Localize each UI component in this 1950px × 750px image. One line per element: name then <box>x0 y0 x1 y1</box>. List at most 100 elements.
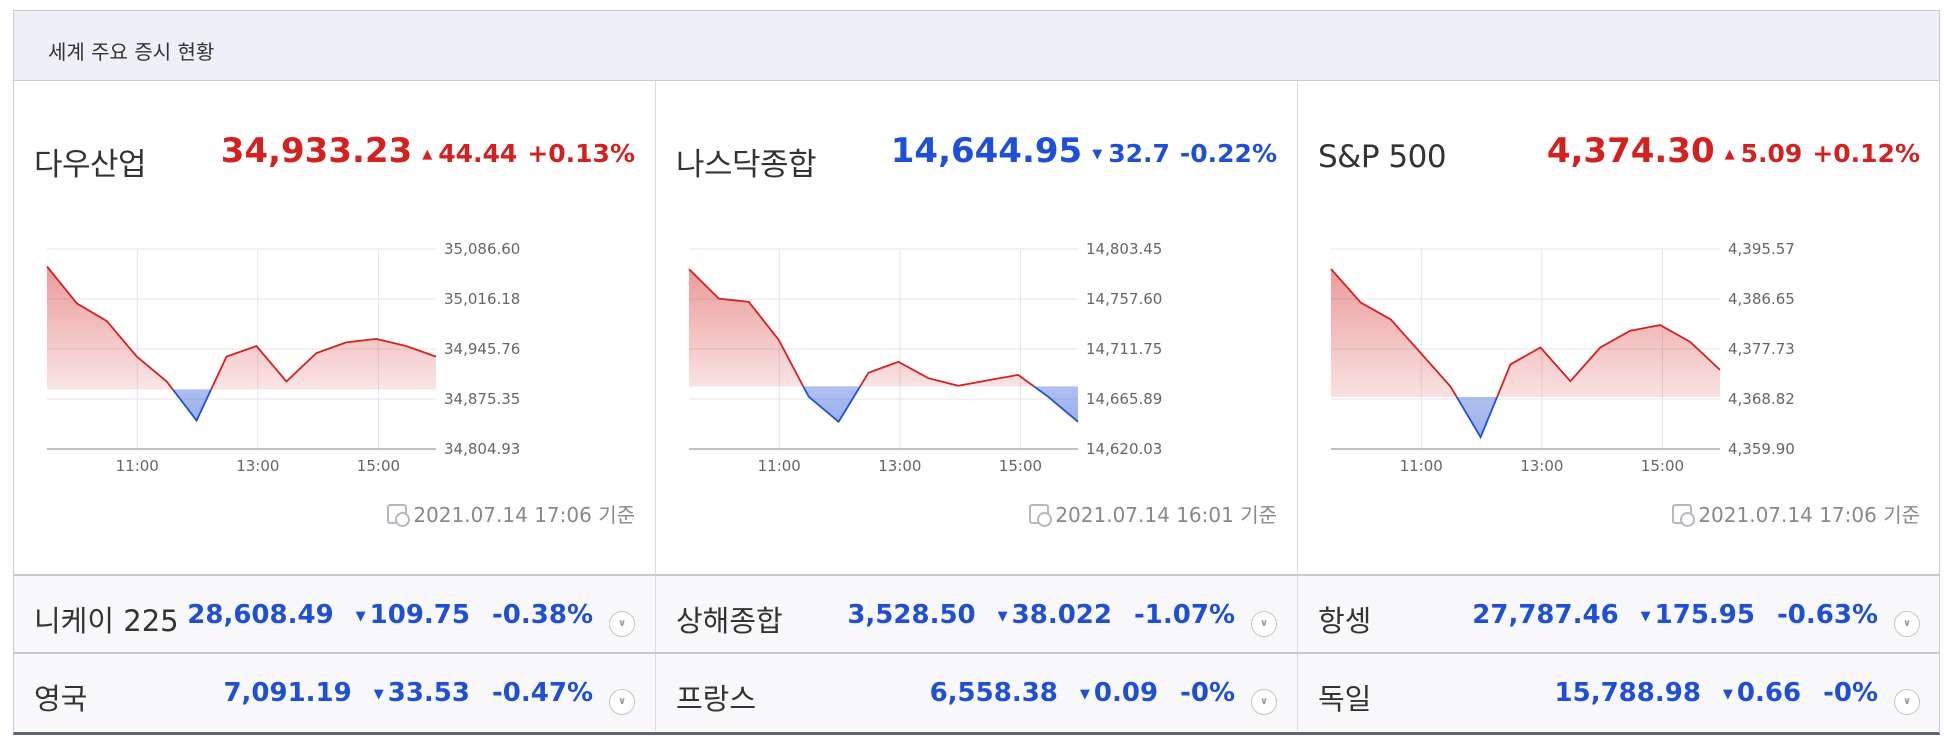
down-arrow-icon: ▼ <box>1722 687 1733 702</box>
market-percent: -0.38% <box>492 600 593 630</box>
up-arrow-icon: ▲ <box>1724 147 1735 162</box>
chevron-down-icon[interactable]: ∨ <box>609 688 635 715</box>
index-quote: 14,644.95 ▼ 32.7 -0.22% <box>891 131 1277 171</box>
market-percent: -0.47% <box>492 678 593 708</box>
timestamp-text: 2021.07.14 16:01 기준 <box>1055 503 1277 527</box>
x-tick-label: 11:00 <box>116 457 159 475</box>
index-change-group: ▲ 44.44 <box>422 139 517 168</box>
chevron-down-icon[interactable]: ∨ <box>1894 688 1920 715</box>
x-tick-label: 15:00 <box>1641 457 1684 475</box>
market-name: 영국 <box>34 682 88 716</box>
index-change: 5.09 <box>1740 139 1803 168</box>
market-item-france[interactable]: 프랑스 6,558.38 ▼ 0.09 -0% ∨ <box>656 654 1298 731</box>
index-quote: 34,933.23 ▲ 44.44 +0.13% <box>221 131 635 171</box>
x-tick-label: 13:00 <box>236 457 279 475</box>
market-name: 독일 <box>1318 682 1372 716</box>
index-name: 다우산업 <box>34 147 147 183</box>
y-tick-label: 34,875.35 <box>444 390 520 408</box>
index-chart-sp500[interactable]: 4,395.57 4,386.65 4,377.73 4,368.82 4,359.90… <box>1298 196 1940 496</box>
index-quote: 4,374.30 ▲ 5.09 +0.12% <box>1547 131 1920 171</box>
market-value: 27,787.46 <box>1472 600 1619 630</box>
y-tick-label: 14,620.03 <box>1086 440 1162 458</box>
market-name: 상해종합 <box>676 604 783 638</box>
market-row: 영국 7,091.19 ▼ 33.53 -0.47% ∨ 프랑스 6,558.3… <box>14 652 1939 731</box>
market-item-nikkei[interactable]: 니케이 225 28,608.49 ▼ 109.75 -0.38% ∨ <box>14 576 656 652</box>
y-tick-label: 35,086.60 <box>444 240 520 258</box>
index-change-group: ▲ 5.09 <box>1725 139 1803 168</box>
index-chart-dow[interactable]: 35,086.60 35,016.18 34,945.76 34,875.35 34,8… <box>14 196 656 496</box>
area-above-baseline <box>1331 269 1720 397</box>
market-item-uk[interactable]: 영국 7,091.19 ▼ 33.53 -0.47% ∨ <box>14 654 656 731</box>
index-percent: -0.22% <box>1179 139 1277 168</box>
market-change: 38.022 <box>1011 600 1112 630</box>
y-tick-label: 14,711.75 <box>1086 340 1162 358</box>
up-arrow-icon: ▲ <box>422 147 433 162</box>
market-row: 니케이 225 28,608.49 ▼ 109.75 -0.38% ∨ 상해종합… <box>14 574 1939 652</box>
market-value: 15,788.98 <box>1554 678 1701 708</box>
y-tick-label: 14,665.89 <box>1086 390 1162 408</box>
index-percent: +0.13% <box>527 139 635 168</box>
area-below-baseline <box>803 386 1078 422</box>
x-tick-label: 11:00 <box>758 457 801 475</box>
x-tick-label: 11:00 <box>1400 457 1443 475</box>
market-quote: 15,788.98 ▼ 0.66 -0% ∨ <box>1554 678 1920 715</box>
market-change: 109.75 <box>369 600 470 630</box>
calendar-clock-icon <box>1029 503 1053 527</box>
area-above-baseline <box>47 266 436 390</box>
index-panel-sp500[interactable]: S&P 500 4,374.30 ▲ 5.09 +0.12% 4,395.57 4… <box>1298 81 1940 574</box>
calendar-clock-icon <box>1672 503 1696 527</box>
market-item-germany[interactable]: 독일 15,788.98 ▼ 0.66 -0% ∨ <box>1298 654 1940 731</box>
y-tick-label: 34,804.93 <box>444 440 520 458</box>
down-arrow-icon: ▼ <box>1092 147 1103 162</box>
index-change: 32.7 <box>1108 139 1170 168</box>
x-tick-label: 15:00 <box>999 457 1042 475</box>
index-change: 44.44 <box>438 139 518 168</box>
widget-header: 세계 주요 증시 현황 <box>14 11 1939 81</box>
market-name: 항셍 <box>1318 604 1372 638</box>
index-value: 14,644.95 <box>890 131 1083 171</box>
x-tick-label: 13:00 <box>1520 457 1563 475</box>
index-chart-nasdaq[interactable]: 14,803.45 14,757.60 14,711.75 14,665.89 14,6… <box>656 196 1298 496</box>
chevron-down-icon[interactable]: ∨ <box>1251 610 1277 637</box>
market-quote: 6,558.38 ▼ 0.09 -0% ∨ <box>930 678 1277 715</box>
y-tick-label: 34,945.76 <box>444 340 520 358</box>
timestamp-text: 2021.07.14 17:06 기준 <box>413 503 635 527</box>
chevron-down-icon[interactable]: ∨ <box>1251 688 1277 715</box>
market-value: 7,091.19 <box>223 678 352 708</box>
index-value: 4,374.30 <box>1546 131 1715 171</box>
index-value: 34,933.23 <box>220 131 413 171</box>
index-panel-dow[interactable]: 다우산업 34,933.23 ▲ 44.44 +0.13% 35,086.60 3… <box>14 81 656 574</box>
down-arrow-icon: ▼ <box>997 609 1008 624</box>
y-tick-label: 35,016.18 <box>444 290 520 308</box>
world-markets-widget: 세계 주요 증시 현황 다우산업 34,933.23 ▲ 44.44 +0.13… <box>13 10 1940 735</box>
market-percent: -0% <box>1823 678 1878 708</box>
chevron-down-icon[interactable]: ∨ <box>1894 610 1920 637</box>
chevron-down-icon[interactable]: ∨ <box>609 610 635 637</box>
market-percent: -1.07% <box>1134 600 1235 630</box>
market-item-hangseng[interactable]: 항셍 27,787.46 ▼ 175.95 -0.63% ∨ <box>1298 576 1940 652</box>
timestamp: 2021.07.14 17:06 기준 <box>1672 499 1920 528</box>
market-name: 니케이 225 <box>34 604 179 638</box>
price-line-up <box>1330 268 1721 397</box>
index-panel-nasdaq[interactable]: 나스닥종합 14,644.95 ▼ 32.7 -0.22% 14,803.45 1… <box>656 81 1298 574</box>
index-name: S&P 500 <box>1318 139 1447 175</box>
y-tick-label: 4,386.65 <box>1728 290 1795 308</box>
area-above-baseline <box>689 269 1078 387</box>
market-item-shanghai[interactable]: 상해종합 3,528.50 ▼ 38.022 -1.07% ∨ <box>656 576 1298 652</box>
price-line-up <box>688 268 1036 387</box>
market-change: 175.95 <box>1654 600 1755 630</box>
area-below-baseline <box>172 389 212 421</box>
market-change: 0.09 <box>1093 678 1159 708</box>
market-change: 0.66 <box>1736 678 1802 708</box>
price-line-up <box>46 265 437 390</box>
down-arrow-icon: ▼ <box>1640 609 1651 624</box>
market-percent: -0.63% <box>1777 600 1878 630</box>
y-tick-label: 14,803.45 <box>1086 240 1162 258</box>
y-tick-label: 4,395.57 <box>1728 240 1795 258</box>
index-name: 나스닥종합 <box>676 147 817 183</box>
market-value: 3,528.50 <box>847 600 976 630</box>
calendar-clock-icon <box>387 503 411 527</box>
widget-title: 세계 주요 증시 현황 <box>48 40 215 64</box>
market-quote: 3,528.50 ▼ 38.022 -1.07% ∨ <box>847 600 1277 637</box>
market-quote: 7,091.19 ▼ 33.53 -0.47% ∨ <box>223 678 635 715</box>
